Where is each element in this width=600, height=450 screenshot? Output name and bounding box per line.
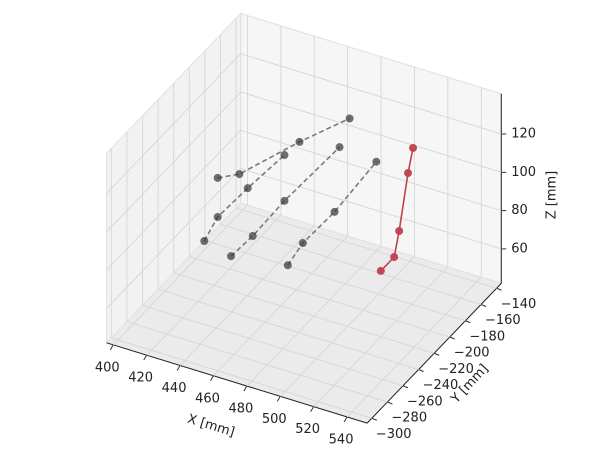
joint-point [200, 237, 209, 246]
x-tick [176, 365, 181, 371]
y-tick-label: −280 [391, 411, 427, 426]
x-tick-label: 480 [228, 402, 253, 417]
joint-point [335, 143, 344, 152]
z-axis-label: Z [mm] [545, 171, 560, 220]
joint-point [372, 157, 381, 166]
finger-line [217, 117, 350, 179]
axis-line [106, 342, 368, 424]
joint-point [213, 212, 222, 221]
joint-point [227, 252, 236, 261]
grid-line [240, 53, 502, 135]
z-tick-label: 60 [511, 241, 528, 256]
y-tick-label: −220 [438, 362, 474, 377]
x-tick-label: 420 [128, 371, 153, 386]
y-tick-label: −200 [454, 346, 490, 361]
joint-point [213, 173, 222, 182]
x-tick-label: 540 [329, 432, 354, 447]
joint-point [235, 170, 244, 179]
x-tick [243, 385, 248, 392]
x-tick-label: 460 [195, 391, 220, 406]
grid-line [106, 168, 242, 309]
joint-point [330, 207, 339, 216]
joint-point [280, 196, 289, 205]
x-tick-label: 440 [162, 381, 187, 396]
y-tick [418, 369, 424, 372]
y-tick [434, 352, 440, 356]
grid-line [240, 91, 502, 173]
finger-line [287, 161, 377, 266]
z-tick-label: 80 [511, 203, 528, 218]
y-tick [480, 304, 487, 307]
grid-line [173, 272, 435, 354]
z-tick-label: 120 [511, 127, 536, 142]
joint-point [390, 253, 399, 262]
x-tick [343, 416, 348, 423]
y-tick-label: −140 [501, 297, 537, 312]
x-tick [276, 396, 281, 402]
grid-line [106, 91, 242, 233]
y-tick-label: −160 [485, 313, 521, 328]
y-tick-label: −260 [407, 394, 443, 409]
x-tick [310, 406, 315, 412]
grid-line [106, 53, 242, 194]
grid-line [106, 129, 242, 271]
grid-line [157, 288, 419, 370]
finger-line [203, 154, 286, 242]
y-tick-label: −240 [423, 378, 459, 393]
y-tick [371, 417, 377, 421]
grid-line [240, 168, 502, 250]
joint-point [295, 137, 304, 146]
joint-point [376, 266, 385, 275]
x-tick-label: 500 [262, 412, 287, 427]
joint-point [248, 232, 257, 241]
x-tick [210, 375, 214, 382]
x-tick [143, 354, 148, 361]
joint-point [345, 114, 354, 123]
y-tick [465, 320, 471, 324]
joint-point [298, 239, 307, 248]
x-tick-label: 400 [95, 360, 120, 375]
grid-line [240, 129, 502, 212]
joint-point [395, 227, 404, 236]
y-tick [449, 336, 455, 340]
grid-line [220, 223, 482, 305]
grid-line [204, 239, 466, 322]
joint-point [280, 151, 289, 160]
y-tick-label: −180 [469, 329, 505, 344]
joint-point [404, 169, 413, 178]
y-tick [496, 287, 502, 291]
x-tick [109, 344, 114, 351]
joint-point [283, 261, 292, 270]
joint-point [243, 184, 252, 193]
grid-line [126, 321, 388, 403]
joint-point [409, 143, 418, 152]
finger-line [230, 146, 341, 257]
y-tick [402, 385, 409, 389]
grid-line [189, 256, 450, 338]
x-tick-label: 520 [295, 422, 320, 437]
z-tick-label: 100 [511, 165, 536, 180]
y-tick [387, 401, 393, 405]
grid-line [142, 304, 404, 387]
grid-line [111, 337, 372, 419]
y-tick-label: −300 [376, 427, 412, 442]
grid-line [235, 207, 497, 289]
